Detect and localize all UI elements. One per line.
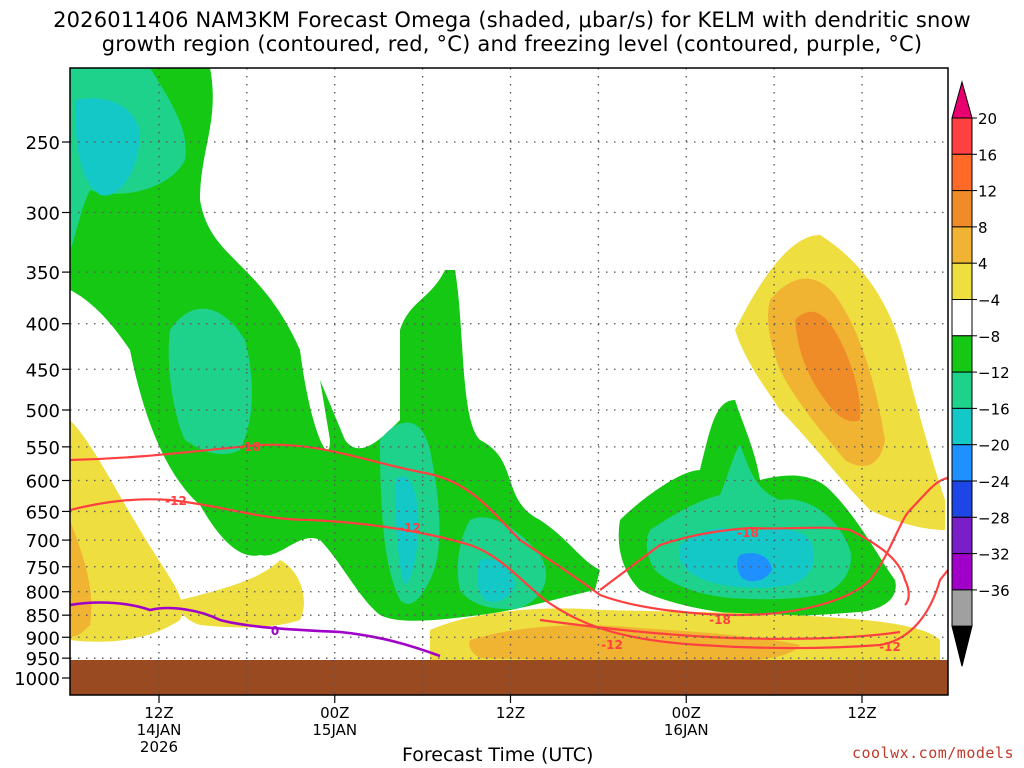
colorbar-label: −32 [978,546,1010,564]
omega-yellow-region-mid [179,560,304,628]
dgz-label-3: -12 [399,521,421,535]
y-tick-label: 450 [26,360,60,381]
x-axis-title: Forecast Time (UTC) [402,744,594,766]
colorbar-bottom-arrow [951,625,973,667]
colorbar-swatch [951,190,973,228]
chart-title-line-1: 2026011406 NAM3KM Forecast Omega (shaded… [53,8,971,32]
x-tick-label: 00Z [320,704,349,722]
omega-green-region [70,68,600,621]
colorbar-label: −20 [978,437,1010,455]
omega-orange-region-left [70,520,92,637]
colorbar-label: −24 [978,473,1010,491]
freezing-label: 0 [271,624,279,638]
x-tick-label: 16JAN [664,721,709,739]
omega-orange-region-low [469,625,800,662]
colorbar-label: 12 [978,183,997,201]
dgz-minus12-contour [70,498,948,650]
colorbar-swatch [951,299,973,337]
colorbar-label: −28 [978,509,1010,527]
y-tick-label: 600 [26,471,60,492]
y-tick-label: 800 [26,583,60,604]
x-tick-label: 12Z [847,704,876,722]
dgz-label-7: -12 [879,640,901,654]
colorbar-label: −8 [978,328,1000,346]
y-tick-label: 850 [26,606,60,627]
y-axis: 2503003504004505005506006507007508008509… [14,133,70,690]
colorbar-top-arrow [951,80,973,119]
colorbar-swatch [951,553,973,591]
y-tick-label: 250 [26,133,60,154]
x-tick-label: 12Z [496,704,525,722]
x-tick-label: 15JAN [312,721,357,739]
colorbar-swatch [951,335,973,373]
colorbar-label: 16 [978,146,997,164]
colorbar-label: 20 [978,110,997,128]
y-tick-label: 300 [26,203,60,224]
gridlines [70,68,948,695]
x-tick-label: 12Z [144,704,173,722]
x-tick-label: 14JAN [137,721,182,739]
y-tick-label: 500 [26,401,60,422]
dgz-label-2: -12 [165,494,187,508]
colorbar-label: 8 [978,219,988,237]
dgz-label-4: -18 [737,526,759,540]
colorbar-label: 4 [978,255,988,273]
omega-orange-region-right [795,311,861,422]
y-tick-label: 1000 [14,669,60,690]
y-tick-label: 550 [26,438,60,459]
colorbar-swatch [951,516,973,555]
y-tick-label: 900 [26,628,60,649]
omega-teal-region-2 [168,308,252,455]
y-tick-label: 650 [26,502,60,523]
omega-shading [70,68,948,695]
omega-cyan-region-1 [75,98,140,196]
colorbar-swatch [951,262,973,301]
dgz-label-6: -12 [601,638,623,652]
y-tick-label: 950 [26,649,60,670]
ground-shading [70,660,948,695]
omega-blue-region-right [737,553,772,582]
colorbar-swatch [951,153,973,192]
colorbar-swatch [951,407,973,446]
dgz-label-1: -18 [239,440,261,454]
colorbar-swatch [951,117,973,155]
colorbar-swatch [951,444,973,482]
x-tick-label: 2026 [140,738,178,756]
freezing-level-contour [70,601,441,658]
credit-link[interactable]: coolwx.com/models [851,744,1014,762]
colorbar-label: −16 [978,400,1010,418]
dgz-minus18-contour [70,443,948,617]
x-tick-label: 00Z [672,704,701,722]
chart-title-line-2: growth region (contoured, red, °C) and f… [101,32,923,56]
colorbar-label: −36 [978,582,1010,600]
dgz-minus12-lower-contour [539,618,901,640]
y-tick-label: 750 [26,558,60,579]
dgz-label-5: -18 [709,613,731,627]
y-tick-label: 700 [26,531,60,552]
y-tick-label: 350 [26,263,60,284]
colorbar-swatch [951,226,973,264]
dgz-minus18-lower-contour [599,526,910,606]
colorbar-label: −12 [978,364,1010,382]
y-tick-label: 400 [26,315,60,336]
colorbar: 20 16 12 8 4 −4 −8 −12 −16 −20 −24 −28 −32 −36 [951,80,1010,667]
plot-frame [69,67,949,696]
omega-yellow-region-left [70,420,183,642]
colorbar-label: −4 [978,292,1000,310]
colorbar-swatch [951,589,973,627]
colorbar-swatch [951,480,973,518]
colorbar-swatch [951,371,973,409]
